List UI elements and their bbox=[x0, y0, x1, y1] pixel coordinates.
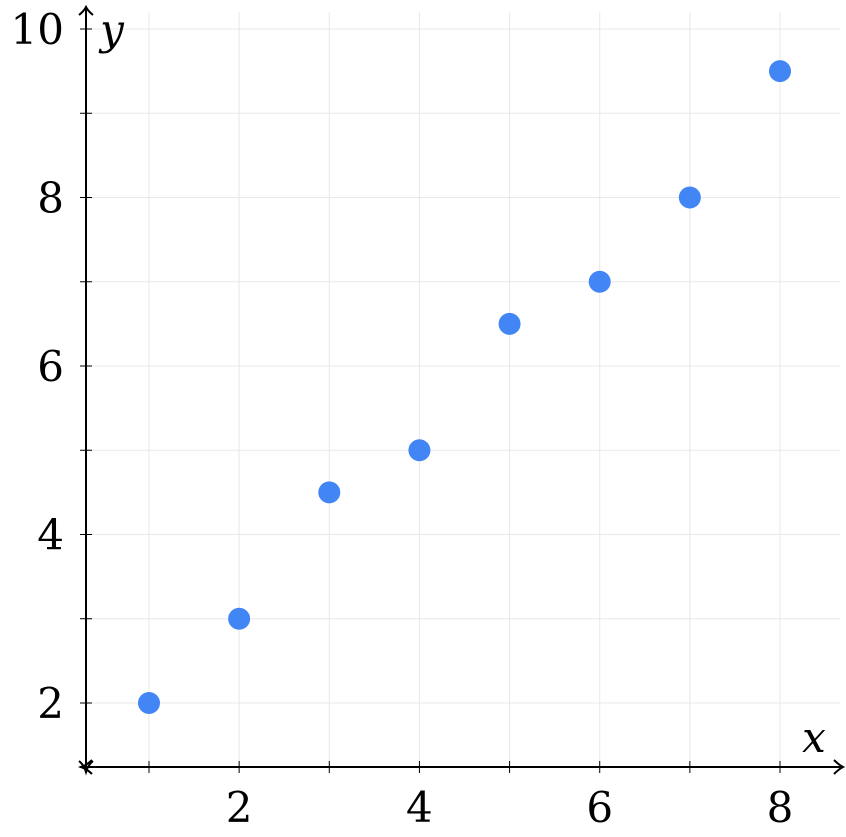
y-axis-label: y bbox=[98, 5, 125, 54]
x-axis-left-arrow bbox=[77, 759, 93, 775]
axes bbox=[77, 4, 846, 776]
data-point bbox=[228, 607, 251, 630]
data-point bbox=[138, 692, 160, 714]
data-point bbox=[588, 270, 611, 293]
tick-labels: 2 4 6 8 2 4 6 8 10 bbox=[11, 5, 794, 832]
y-tick-label: 4 bbox=[37, 511, 64, 560]
data-point bbox=[498, 312, 521, 335]
x-tick-label: 6 bbox=[586, 783, 613, 832]
data-point bbox=[678, 186, 701, 209]
x-axis-arrow bbox=[833, 759, 846, 775]
y-tick-label: 8 bbox=[37, 174, 64, 223]
x-tick-label: 8 bbox=[767, 783, 794, 832]
ticks bbox=[80, 28, 781, 773]
x-axis-label: x bbox=[802, 713, 826, 762]
y-axis-arrow bbox=[78, 4, 94, 16]
data-point bbox=[318, 481, 341, 504]
x-tick-label: 4 bbox=[406, 783, 433, 832]
y-tick-label: 2 bbox=[37, 679, 64, 728]
grid bbox=[86, 12, 840, 767]
data-points bbox=[138, 60, 791, 714]
data-point bbox=[769, 60, 791, 83]
y-tick-label: 6 bbox=[37, 342, 64, 391]
data-point bbox=[408, 439, 431, 462]
y-axis-bottom-arrow bbox=[78, 760, 94, 776]
x-tick-label: 2 bbox=[226, 783, 253, 832]
y-tick-label: 10 bbox=[11, 5, 64, 54]
